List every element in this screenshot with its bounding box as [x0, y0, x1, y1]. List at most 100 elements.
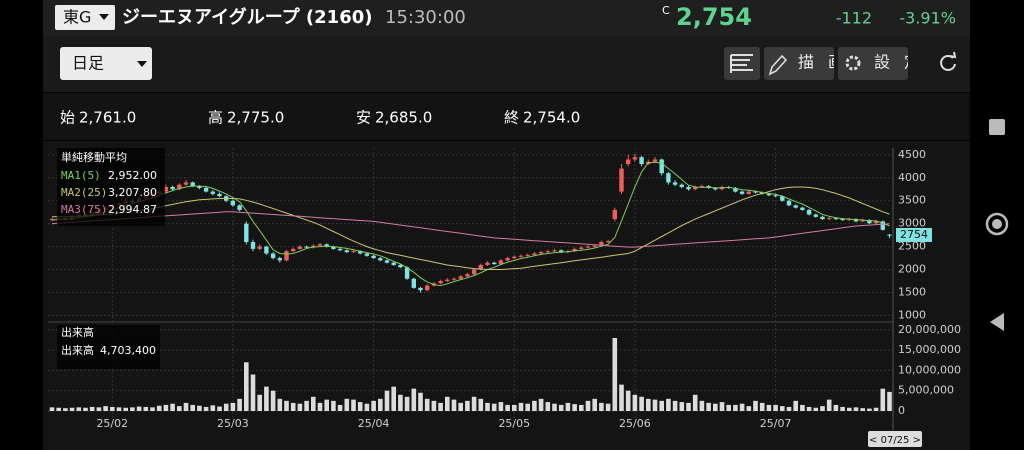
cursor-box — [868, 431, 922, 447]
volume-bar — [826, 399, 832, 411]
volume-bar — [739, 403, 745, 411]
candle-body — [264, 246, 269, 254]
candle-body — [559, 250, 564, 253]
ohlc-row — [43, 93, 970, 140]
candle-body — [860, 220, 865, 222]
volume-bar — [652, 399, 658, 411]
volume-bar — [880, 388, 886, 411]
nav-back[interactable] — [990, 313, 1004, 331]
volume-bar — [96, 407, 102, 411]
volume-bar — [445, 396, 450, 411]
volume-bar — [257, 394, 262, 411]
volume-bar — [177, 406, 182, 411]
dropdown-arrow — [137, 61, 147, 67]
candle-body — [291, 248, 296, 252]
y-tick-label: 10,000,000 — [898, 363, 961, 376]
candle-body — [445, 279, 450, 282]
exchange: 東G — [63, 8, 91, 27]
period: 日足 — [72, 54, 104, 73]
ma-line — [51, 211, 890, 248]
list-button[interactable] — [724, 47, 760, 80]
candle-body — [599, 242, 604, 246]
volume-bar — [237, 398, 242, 411]
legend-name: MA3(75) — [61, 203, 107, 216]
x-tick-label: 25/05 — [498, 417, 530, 430]
volume-bar — [297, 403, 303, 411]
volume-bar — [565, 402, 571, 411]
volume-bar — [123, 407, 128, 411]
candle-body — [800, 207, 805, 210]
candle-body — [733, 187, 738, 192]
candle-body — [391, 262, 396, 265]
period-select[interactable] — [60, 47, 152, 80]
candle-body — [425, 285, 430, 291]
volume-bar — [244, 362, 249, 411]
volume-bar — [398, 394, 403, 411]
ohlc-label: 始 — [60, 109, 75, 127]
refresh-arrow — [949, 51, 957, 59]
candle-body — [438, 281, 443, 284]
header-bar — [43, 0, 970, 36]
volume-bar — [592, 398, 597, 411]
volume-bar — [847, 407, 852, 411]
stock-title: ジーエヌアイグループ (2160) — [122, 6, 372, 28]
candle-body — [619, 168, 624, 192]
volume-bar — [351, 399, 356, 411]
y-tick-label: 3500 — [898, 194, 926, 207]
candle-body — [833, 218, 839, 220]
volume-bar — [116, 407, 122, 411]
volume-bar — [418, 392, 423, 411]
volume-bar — [371, 400, 376, 411]
change: -112 — [836, 9, 872, 28]
gear-icon — [845, 55, 861, 71]
nav-home[interactable] — [985, 212, 1009, 236]
price-tag-label: 2754 — [900, 228, 928, 241]
candle-body — [378, 258, 383, 261]
exchange-select[interactable] — [55, 5, 115, 30]
volume-bar — [69, 407, 75, 411]
ma-line — [52, 186, 890, 270]
refresh-icon[interactable] — [940, 55, 956, 71]
y-tick-label: 1500 — [898, 285, 926, 298]
volume-bar — [404, 396, 410, 411]
volume-bar — [183, 402, 189, 411]
y-tick-label: 20,000,000 — [898, 323, 961, 336]
candle-body — [183, 182, 189, 185]
ohlc-value: 2,685.0 — [375, 109, 432, 127]
x-tick-label: 25/07 — [760, 417, 792, 430]
candle-body — [458, 276, 463, 279]
volume-bar — [89, 406, 95, 411]
volume-bar — [471, 396, 477, 411]
candle-body — [713, 187, 718, 190]
candle-body — [492, 262, 497, 265]
volume-bar — [625, 390, 631, 411]
volume-bar — [357, 402, 363, 411]
volume-bar — [337, 404, 343, 411]
volume-bar — [800, 404, 805, 411]
candle-body — [679, 184, 684, 187]
nav-home-dot — [992, 219, 1002, 229]
volume-bar — [203, 406, 209, 411]
settings-label: 設定 — [874, 53, 934, 72]
candle-body — [639, 157, 644, 165]
volume-bar — [746, 406, 752, 411]
candle-body — [753, 191, 758, 193]
volume-bar — [679, 402, 685, 411]
legend-value: 2,952.00 — [108, 169, 157, 182]
draw-button[interactable] — [764, 47, 834, 80]
volume-bar — [532, 400, 537, 411]
candle-body — [277, 258, 282, 261]
volume-bar — [585, 400, 591, 411]
nav-recent[interactable] — [989, 119, 1005, 135]
volume-bar — [317, 402, 323, 411]
volume-bar — [250, 374, 256, 411]
settings-button[interactable] — [838, 47, 908, 80]
candle-body — [398, 264, 403, 268]
volume-bar — [190, 404, 195, 411]
x-tick-label: 25/02 — [96, 417, 128, 430]
candle-body — [411, 278, 416, 288]
volume-bar — [103, 406, 108, 411]
volume-legend-label: 出来高 — [61, 343, 94, 357]
volume-bar — [56, 407, 61, 411]
